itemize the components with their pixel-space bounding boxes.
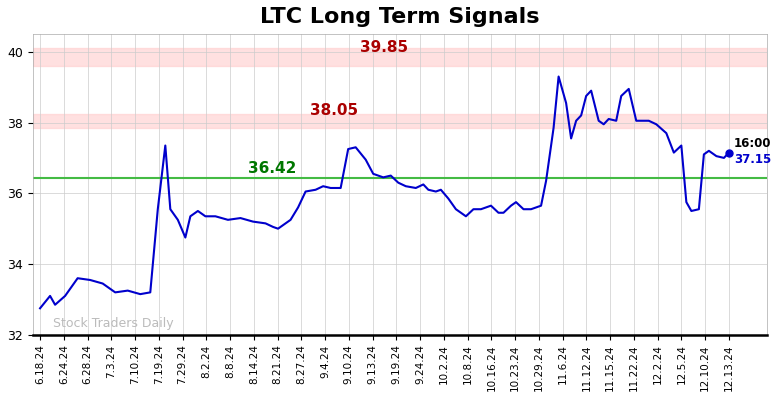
Text: Stock Traders Daily: Stock Traders Daily	[53, 316, 173, 330]
Bar	[33, 48, 767, 66]
Title: LTC Long Term Signals: LTC Long Term Signals	[260, 7, 539, 27]
Text: 38.05: 38.05	[310, 103, 358, 118]
Bar	[33, 114, 767, 128]
Text: 39.85: 39.85	[361, 39, 408, 55]
Text: 37.15: 37.15	[734, 153, 771, 166]
Text: 36.42: 36.42	[248, 161, 296, 176]
Text: 16:00: 16:00	[734, 137, 771, 150]
